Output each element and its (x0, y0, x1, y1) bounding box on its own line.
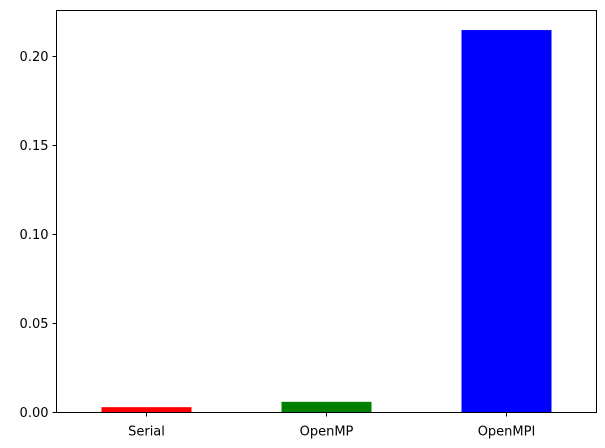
plot-area (56, 10, 597, 413)
bar-openmp (281, 401, 372, 413)
y-tick-label: 0.20 (20, 50, 49, 65)
x-tick-label: OpenMPI (478, 425, 536, 440)
x-tick-label: OpenMP (300, 425, 354, 440)
y-tick-label: 0.05 (20, 317, 49, 332)
y-axis: 0.00 0.05 0.10 0.15 0.20 (20, 50, 57, 421)
bar-serial (101, 407, 192, 413)
bar-openmpi (461, 30, 552, 413)
y-tick-label: 0.15 (20, 139, 49, 154)
x-axis: Serial OpenMP OpenMPI (128, 412, 536, 440)
bars (101, 30, 552, 413)
x-tick-label: Serial (128, 425, 165, 440)
y-tick-label: 0.00 (20, 406, 49, 421)
y-tick-label: 0.10 (20, 228, 49, 243)
